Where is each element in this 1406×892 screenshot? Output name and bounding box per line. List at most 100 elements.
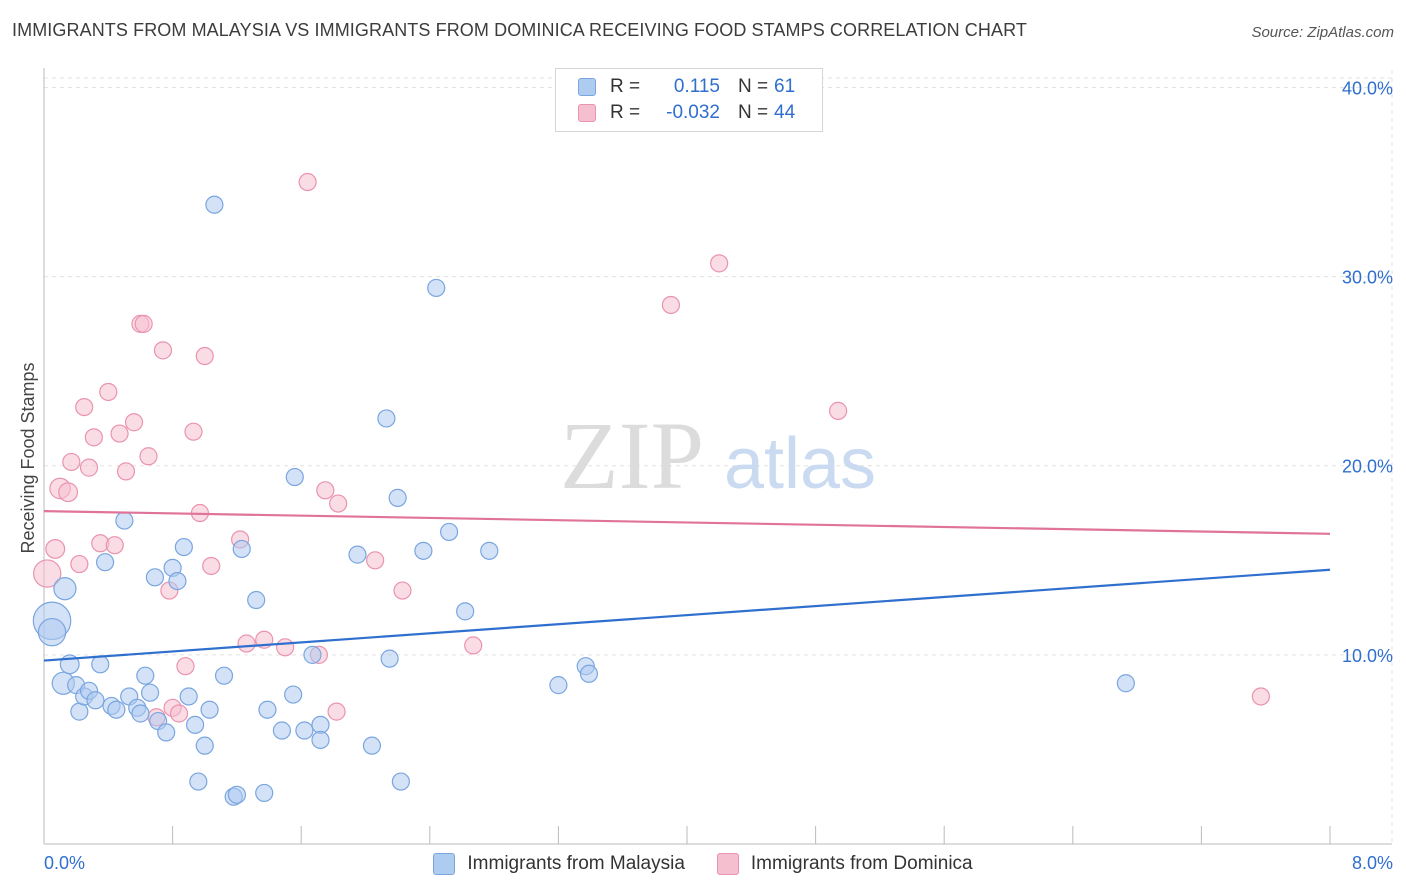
source-note: Source: ZipAtlas.com bbox=[1251, 24, 1394, 41]
malaysia-point bbox=[195, 736, 214, 755]
dominica-point bbox=[195, 346, 214, 366]
dominica-point bbox=[58, 482, 79, 503]
malaysia-point bbox=[189, 772, 208, 791]
y-tick-label: 20.0% bbox=[1342, 457, 1393, 477]
dominica-point bbox=[366, 551, 385, 570]
malaysia-point bbox=[179, 687, 198, 706]
legend-row-dominica: R = -0.032 N = 44 bbox=[578, 100, 795, 126]
dominica-point bbox=[124, 413, 144, 432]
watermark-atlas: atlas bbox=[724, 424, 876, 504]
malaysia-point bbox=[247, 590, 266, 610]
malaysia-point bbox=[579, 664, 599, 683]
chart-title: IMMIGRANTS FROM MALAYSIA VS IMMIGRANTS F… bbox=[12, 20, 1027, 40]
dominica-point bbox=[45, 538, 66, 559]
series-dominica-points bbox=[33, 172, 1270, 727]
y-tick-label: 40.0% bbox=[1342, 78, 1393, 98]
malaysia-point bbox=[362, 736, 382, 755]
malaysia-point bbox=[258, 700, 277, 719]
malaysia-point bbox=[70, 702, 89, 721]
malaysia-point bbox=[227, 785, 246, 804]
malaysia-point bbox=[136, 666, 155, 685]
dominica-point bbox=[33, 559, 62, 588]
dominica-point bbox=[116, 462, 136, 481]
dominica-point bbox=[329, 494, 348, 513]
malaysia-point bbox=[168, 572, 187, 591]
dominica-point bbox=[62, 452, 81, 472]
series-label-malaysia: Immigrants from Malaysia bbox=[467, 853, 685, 874]
malaysia-point bbox=[480, 541, 499, 560]
dominica-point bbox=[139, 447, 158, 466]
legend-n-label: N = bbox=[738, 76, 769, 97]
dominica-point bbox=[661, 295, 681, 315]
x-tick-label: 0.0% bbox=[44, 853, 85, 873]
legend-n-value: 44 bbox=[774, 102, 796, 123]
legend-r-label: R = bbox=[610, 102, 641, 123]
dominica-point bbox=[105, 536, 124, 555]
malaysia-point bbox=[427, 278, 446, 298]
malaysia-point bbox=[311, 715, 330, 734]
malaysia-point bbox=[214, 666, 234, 685]
dominica-point bbox=[393, 581, 412, 600]
series-swatch-malaysia bbox=[433, 853, 456, 875]
malaysia-point bbox=[380, 649, 399, 668]
malaysia-point bbox=[107, 700, 126, 719]
x-tick-label: 8.0% bbox=[1352, 853, 1393, 873]
series-legend-dominica[interactable]: Immigrants from Dominica bbox=[716, 853, 973, 875]
dominica-point bbox=[1251, 687, 1270, 706]
malaysia-point bbox=[1116, 674, 1135, 693]
dominica-point bbox=[829, 401, 848, 420]
dominica-point bbox=[79, 458, 99, 477]
legend-r-label: R = bbox=[610, 76, 641, 97]
legend-swatch-malaysia bbox=[578, 78, 596, 96]
dominica-point bbox=[710, 254, 729, 273]
malaysia-point bbox=[272, 721, 292, 740]
malaysia-point bbox=[295, 721, 314, 740]
malaysia-point bbox=[37, 617, 67, 647]
legend-r-value: -0.032 bbox=[666, 102, 720, 123]
legend-n-value: 61 bbox=[774, 76, 796, 97]
y-tick-label: 30.0% bbox=[1342, 268, 1393, 288]
dominica-point bbox=[75, 397, 94, 417]
malaysia-point bbox=[157, 723, 176, 742]
malaysia-point bbox=[377, 409, 396, 428]
dominica-point bbox=[110, 424, 129, 443]
legend-row-malaysia: R = 0.115 N = 61 bbox=[578, 74, 795, 100]
trend-line-dominica bbox=[43, 510, 1331, 535]
malaysia-point bbox=[255, 783, 274, 803]
series-legend: Immigrants from Malaysia Immigrants from… bbox=[0, 851, 1406, 877]
malaysia-point bbox=[348, 545, 367, 564]
malaysia-point bbox=[391, 772, 410, 791]
malaysia-point bbox=[205, 195, 224, 214]
dominica-point bbox=[184, 422, 203, 441]
correlation-legend: R = 0.115 N = 61 R = -0.032 N = 44 bbox=[555, 68, 823, 132]
dominica-point bbox=[327, 702, 346, 721]
dominica-point bbox=[237, 634, 256, 653]
watermark-zip: ZIP bbox=[560, 402, 704, 509]
series-label-dominica: Immigrants from Dominica bbox=[750, 853, 973, 874]
malaysia-point bbox=[186, 715, 205, 734]
dominica-point bbox=[176, 657, 195, 676]
dominica-point bbox=[134, 314, 153, 333]
legend-swatch-dominica bbox=[578, 104, 596, 122]
dominica-point bbox=[153, 341, 173, 360]
malaysia-point bbox=[311, 730, 330, 750]
series-legend-malaysia[interactable]: Immigrants from Malaysia bbox=[433, 853, 685, 875]
malaysia-point bbox=[285, 467, 304, 487]
malaysia-point bbox=[284, 685, 303, 704]
malaysia-point bbox=[86, 691, 105, 710]
series-swatch-dominica bbox=[716, 853, 739, 875]
tick-labels: 10.0% 20.0% 30.0% 40.0% 0.0% 8.0% bbox=[44, 78, 1393, 873]
series-malaysia-points bbox=[32, 195, 1135, 806]
dominica-point bbox=[70, 554, 89, 574]
dominica-point bbox=[464, 636, 483, 655]
axes bbox=[43, 68, 1392, 845]
dominica-point bbox=[84, 428, 103, 447]
malaysia-point bbox=[131, 704, 150, 723]
dominica-point bbox=[169, 704, 189, 723]
malaysia-point bbox=[95, 553, 115, 572]
dominica-point bbox=[276, 638, 295, 657]
trend-line-malaysia bbox=[43, 568, 1331, 662]
malaysia-point bbox=[549, 676, 568, 695]
dominica-point bbox=[99, 382, 118, 402]
